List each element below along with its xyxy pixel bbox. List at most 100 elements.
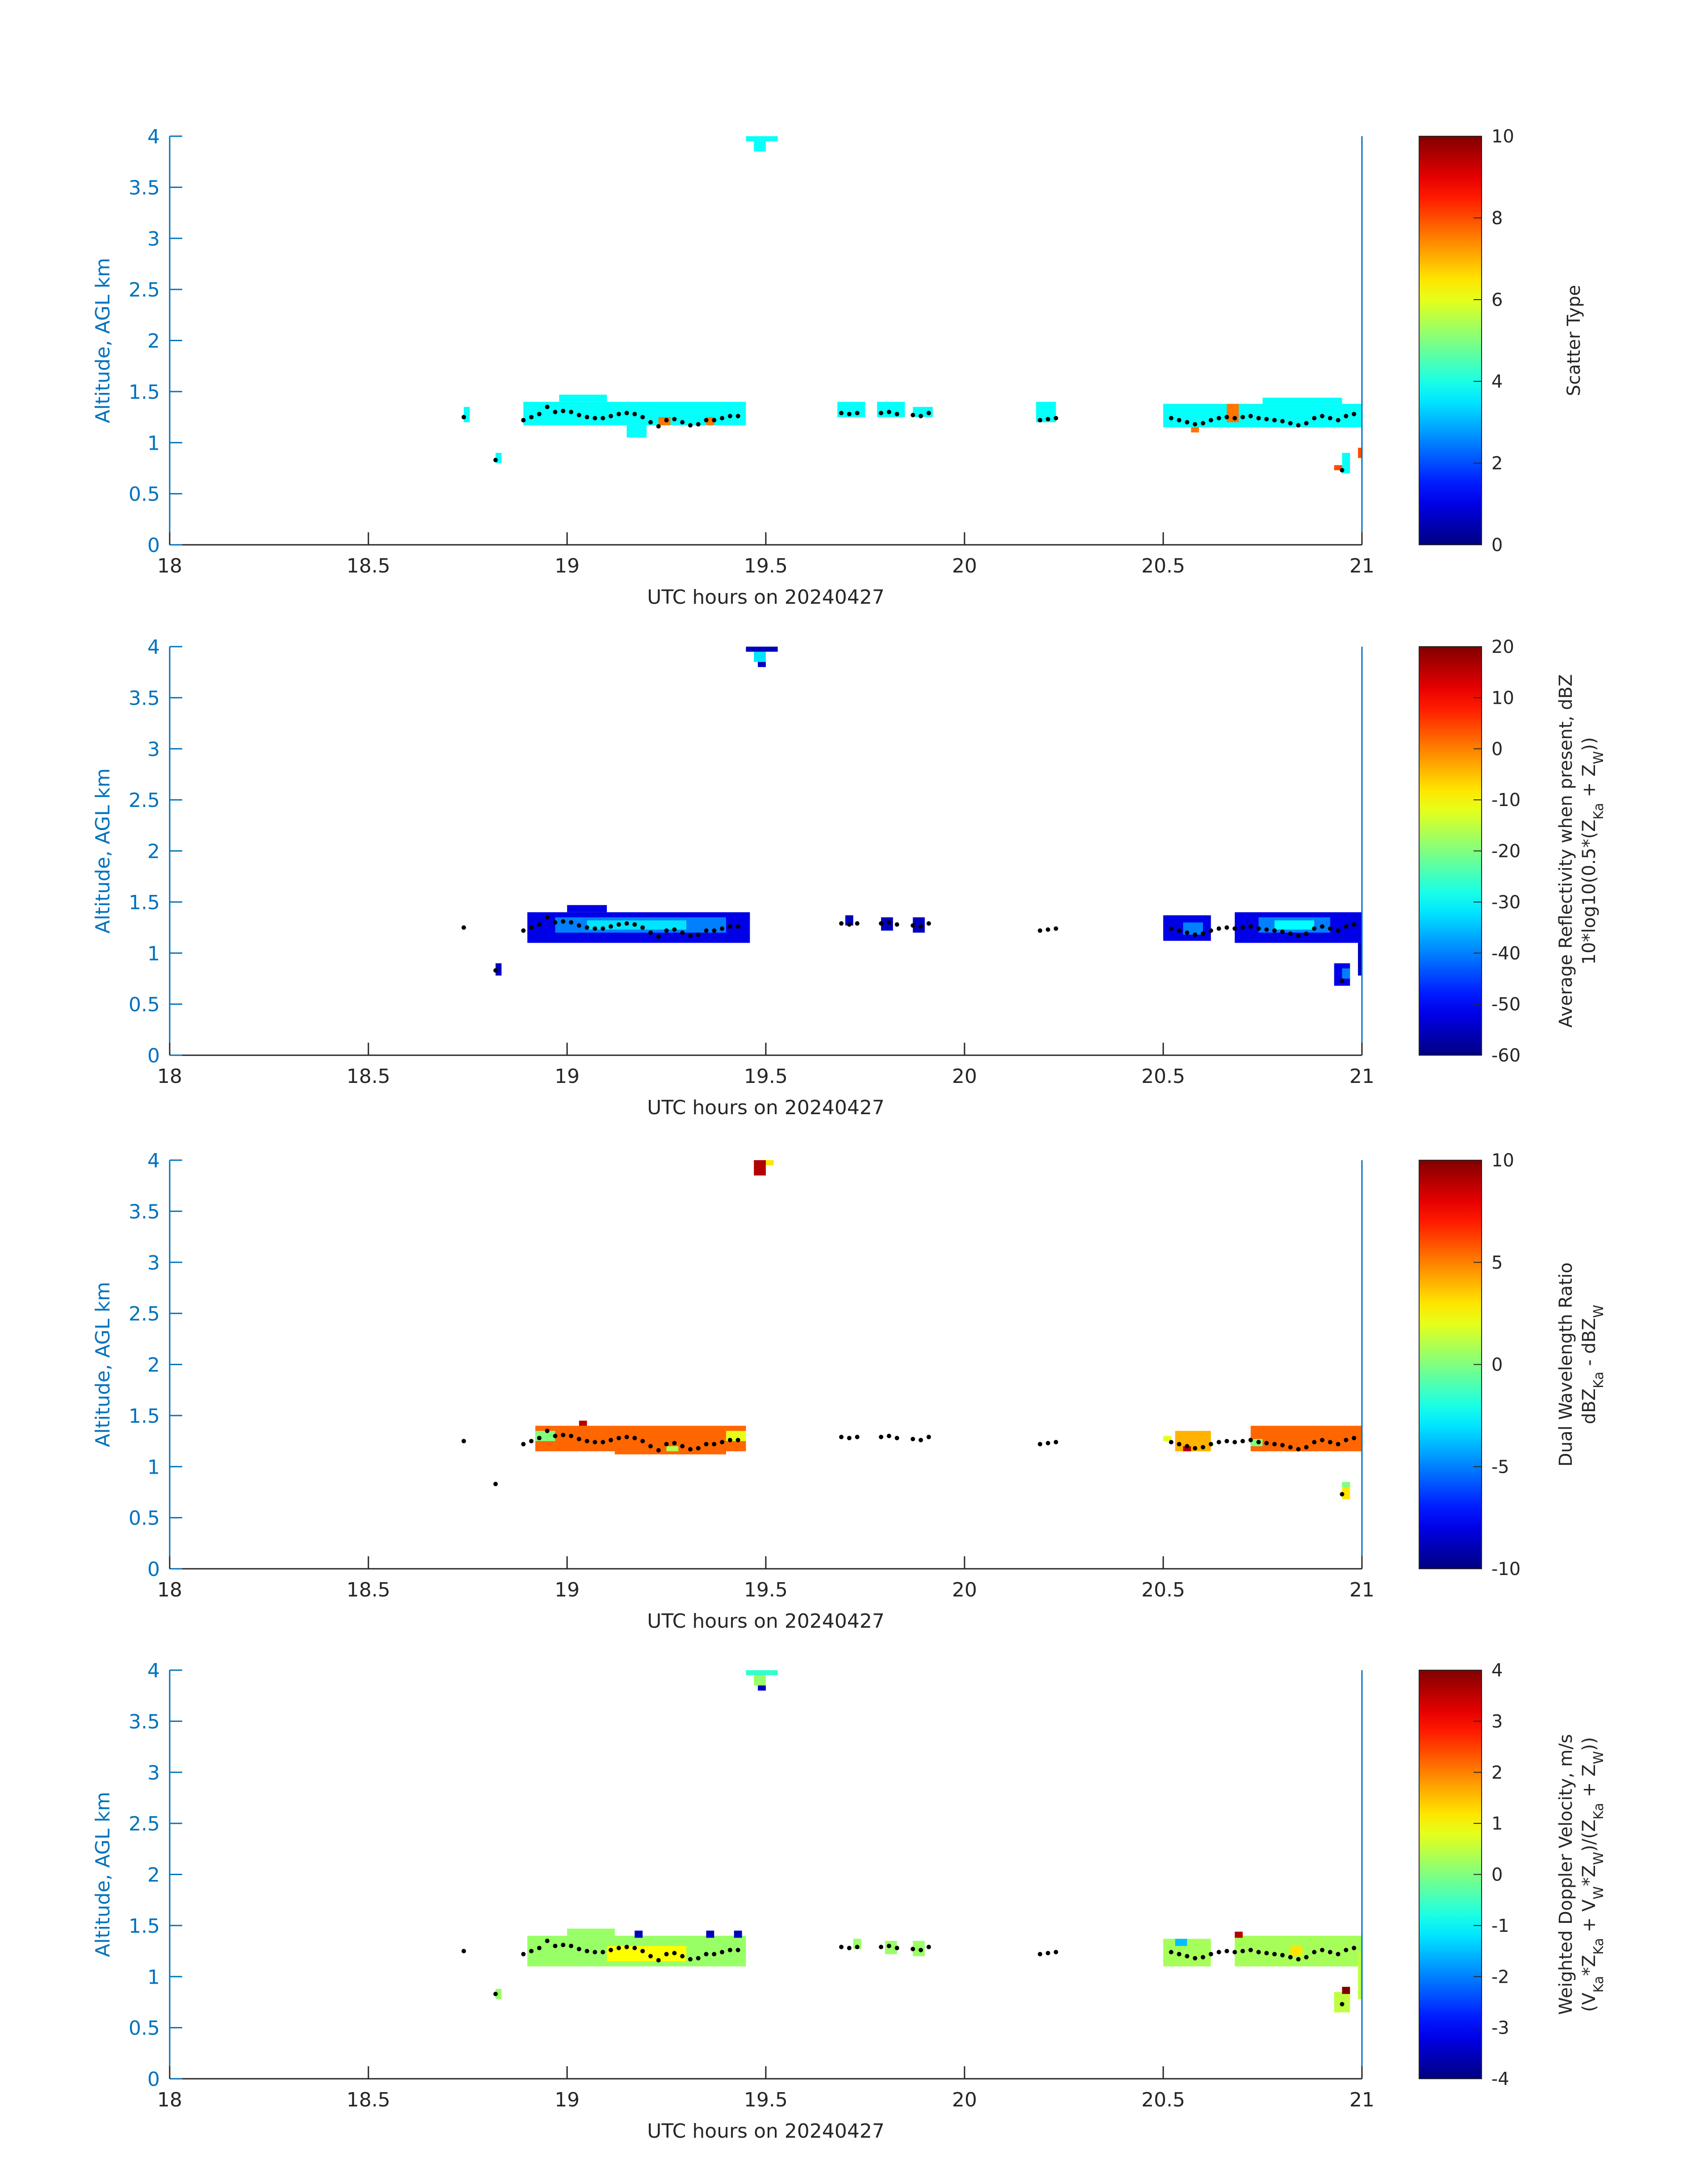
heatmap-cell (559, 394, 607, 402)
cloud-base-dot (1185, 930, 1190, 935)
cloud-base-dot (1336, 928, 1341, 933)
cloud-base-dot (680, 930, 685, 935)
cloud-base-dot (624, 921, 629, 926)
cloud-base-dot (1256, 416, 1261, 421)
y-tick-label: 0 (147, 1558, 160, 1581)
cloud-base-dot (1340, 2002, 1345, 2007)
colorbar-label: Average Reflectivity when present, dBZ 10… (1556, 674, 1607, 1028)
cloud-base-dot (632, 1946, 637, 1951)
cloud-base-dot (553, 920, 558, 925)
x-axis-label: UTC hours on 20240427 (647, 1610, 885, 1633)
colorbar-label-segment: )) (1579, 737, 1599, 751)
colorbar-label-subscript: W (1591, 1751, 1607, 1764)
colorbar-label-line-1: Scatter Type (1564, 285, 1584, 396)
y-tick-label: 1.5 (129, 891, 160, 914)
cloud-base-dot (1312, 926, 1317, 931)
heatmap-cell (658, 417, 671, 426)
y-tick-label: 0 (147, 534, 160, 557)
cloud-base-dot (1208, 1951, 1213, 1956)
x-tick-label: 18.5 (347, 2089, 390, 2111)
y-tick-label: 1 (147, 432, 160, 455)
cloud-base-dot (1264, 1951, 1269, 1956)
cloud-base-dot (585, 1949, 589, 1954)
cloud-base-dot (1328, 416, 1332, 421)
cloud-base-dot (894, 1946, 899, 1951)
x-tick-label: 20 (952, 2089, 977, 2111)
cloud-base-dot (656, 1958, 661, 1963)
heatmap-cell (567, 905, 607, 912)
y-tick-label: 3 (147, 738, 160, 761)
colorbar-label-segment: + V (1579, 1899, 1599, 1938)
cloud-base-dot (1177, 1442, 1182, 1446)
colorbar-label-subscript: Ka (1591, 1372, 1607, 1389)
colorbar-tick-label: -1 (1491, 1916, 1509, 1936)
heatmap-cell (495, 1989, 502, 1999)
cloud-base-dot (656, 934, 661, 939)
heatmap-cell (766, 1160, 774, 1166)
cloud-base-dot (1201, 421, 1205, 426)
cloud-base-dot (553, 1943, 558, 1948)
colorbar-tick-label: 10 (1491, 126, 1514, 147)
cloud-base-dot (735, 924, 740, 929)
cloud-base-dot (1296, 1957, 1301, 1962)
heatmap-cell (1358, 447, 1362, 458)
cloud-base-dot (576, 1437, 581, 1442)
cloud-base-dot (1344, 414, 1349, 418)
heatmap-cell (1274, 920, 1315, 930)
cloud-base-dot (1296, 1447, 1301, 1452)
heatmap-cell (1235, 1931, 1243, 1938)
cloud-base-dot (672, 417, 677, 422)
cloud-base-dot (561, 1433, 566, 1437)
x-tick-label: 19.5 (744, 1579, 788, 1601)
panel-3: 0 0.5 1 1.5 2 2.5 3 3.5 4 18 18.5 19 19.5 20 20.5 21 UTC… (92, 1149, 1607, 1633)
x-tick-label: 19 (555, 555, 580, 577)
colorbar-label-subscript: Ka (1591, 803, 1607, 820)
cloud-base-dot (1045, 1951, 1050, 1956)
y-tick-label: 1 (147, 1456, 160, 1479)
cloud-base-dot (1320, 924, 1324, 929)
colorbar-label-segment: dBZ (1579, 1388, 1599, 1424)
cloud-base-dot (585, 1439, 589, 1444)
cloud-base-dot (1240, 1439, 1245, 1444)
cloud-base-dot (1288, 931, 1293, 936)
cloud-base-dot (1224, 415, 1229, 420)
y-axis-label: Altitude, AGL km (92, 1792, 114, 1957)
colorbar-tick-label: 2 (1491, 1763, 1503, 1783)
cloud-base-dot (1177, 418, 1182, 422)
cloud-base-dot (640, 415, 645, 420)
cloud-base-dot (1185, 1444, 1190, 1449)
cloud-base-dot (1264, 1441, 1269, 1446)
cloud-base-dot (1340, 1492, 1345, 1497)
cloud-base-dot (886, 409, 891, 414)
cloud-base-dot (632, 1436, 637, 1441)
colorbar-tick-label: -50 (1491, 994, 1520, 1015)
cloud-base-dot (720, 1440, 725, 1445)
y-tick-label: 3 (147, 1762, 160, 1784)
cloud-base-dot (1169, 926, 1173, 931)
cloud-base-dot (461, 1439, 466, 1444)
cloud-base-dot (1216, 1950, 1221, 1955)
colorbar-tick-label: 2 (1491, 453, 1503, 474)
cloud-base-dot (461, 925, 466, 930)
cloud-base-dot (1340, 978, 1345, 983)
cloud-base-dot (847, 1436, 852, 1441)
cloud-base-dot (1193, 422, 1198, 427)
colorbar-tick-label: 10 (1491, 688, 1514, 708)
colorbar-label: Scatter Type (1564, 285, 1584, 396)
cloud-base-dot (1224, 925, 1229, 930)
heatmap-cell (1183, 1446, 1191, 1451)
cloud-base-dot (672, 1951, 677, 1956)
cloud-base-dot (688, 423, 693, 428)
cloud-base-dot (727, 924, 732, 929)
y-tick-label: 3 (147, 1252, 160, 1274)
heatmap-cell (758, 662, 766, 667)
cloud-base-dot (1053, 416, 1058, 421)
y-tick-label: 4 (147, 1149, 160, 1172)
cloud-base-dot (886, 1943, 891, 1948)
cloud-base-dot (735, 1437, 740, 1442)
cloud-base-dot (847, 412, 852, 417)
cloud-base-dot (1185, 420, 1190, 425)
cloud-base-dot (553, 409, 558, 414)
cloud-base-dot (1272, 1951, 1277, 1956)
